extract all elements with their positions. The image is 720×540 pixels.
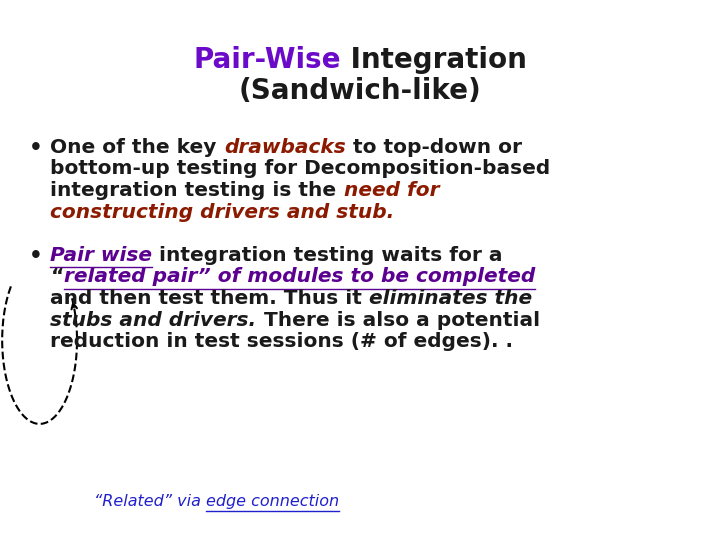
Text: •: •: [29, 246, 42, 266]
Text: related pair” of modules to be completed: related pair” of modules to be completed: [64, 267, 535, 286]
Text: to top-down or: to top-down or: [346, 138, 521, 157]
Text: need for: need for: [343, 181, 439, 200]
Text: One of the key: One of the key: [50, 138, 224, 157]
Text: constructing drivers and stub.: constructing drivers and stub.: [50, 203, 395, 222]
Text: Integration: Integration: [341, 46, 527, 74]
Text: Pair wise: Pair wise: [50, 246, 153, 265]
Text: “Related” via: “Related” via: [94, 494, 206, 509]
Text: bottom-up testing for Decomposition-based: bottom-up testing for Decomposition-base…: [50, 159, 551, 178]
Text: •: •: [29, 138, 42, 158]
Text: and then test them. Thus it: and then test them. Thus it: [50, 289, 369, 308]
Text: reduction in test sessions (# of edges). .: reduction in test sessions (# of edges).…: [50, 333, 513, 352]
Text: Pair-Wise: Pair-Wise: [193, 46, 341, 74]
Text: edge connection: edge connection: [206, 494, 338, 509]
Text: “: “: [50, 267, 64, 286]
Text: stubs and drivers.: stubs and drivers.: [50, 311, 256, 330]
Text: (Sandwich-like): (Sandwich-like): [238, 77, 482, 105]
Text: integration testing is the: integration testing is the: [50, 181, 343, 200]
Text: eliminates the: eliminates the: [369, 289, 532, 308]
Text: There is also a potential: There is also a potential: [256, 311, 540, 330]
Text: integration testing waits for a: integration testing waits for a: [153, 246, 503, 265]
Text: drawbacks: drawbacks: [224, 138, 346, 157]
